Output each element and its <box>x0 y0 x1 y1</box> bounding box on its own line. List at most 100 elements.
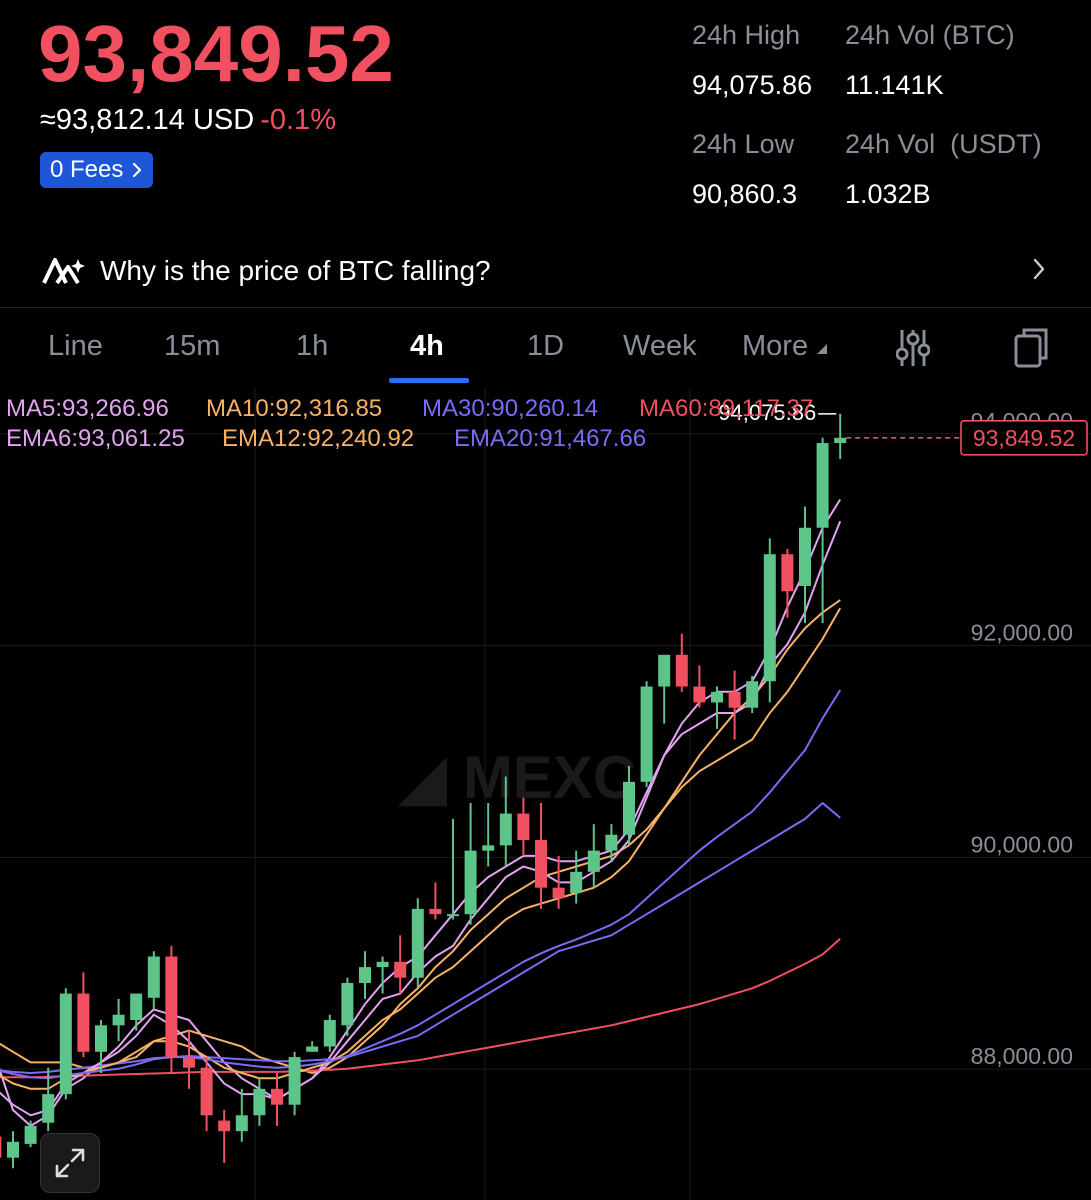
ma30-label: MA30:90,260.14 <box>422 395 599 422</box>
ma10-label: MA10:92,316.85 <box>206 395 383 422</box>
candle-body <box>288 1057 301 1105</box>
expand-icon <box>55 1148 85 1178</box>
indicator-line-ma10 <box>0 599 841 1074</box>
candle-body <box>570 871 583 893</box>
candle-body <box>464 850 477 915</box>
candle-body <box>781 554 794 592</box>
fees-label: 0 Fees <box>50 156 124 183</box>
tab-1h[interactable]: 1h <box>296 330 329 362</box>
price-insight-text: Why is the price of BTC falling? <box>100 255 491 286</box>
candle-body <box>587 850 600 872</box>
candle-body <box>323 1020 336 1047</box>
candle-body <box>200 1067 213 1116</box>
usd-price-line: ≈93,812.14 USD -0.1% <box>40 104 336 137</box>
candle-body <box>7 1141 19 1158</box>
candle-body <box>711 691 723 703</box>
low-24h-value: 90,860.3 <box>692 179 798 209</box>
candle-body <box>834 437 847 444</box>
watermark-text: ◢ MEXC <box>397 744 636 811</box>
y-tick-label: 90,000.00 <box>971 831 1073 857</box>
candle-body <box>482 845 495 851</box>
ma60-label: MA60:89,117.37 <box>639 395 814 422</box>
tab-1d[interactable]: 1D <box>527 330 565 362</box>
copy-icon[interactable] <box>1013 326 1051 370</box>
current-price-label: 93,849.52 <box>973 425 1075 451</box>
candle-body <box>447 914 459 917</box>
vol-usdt-value: 1.032B <box>845 179 931 209</box>
ema6-label: EMA6:93,061.25 <box>6 425 185 452</box>
vol-btc-value: 11.141K <box>845 70 944 100</box>
candle-body <box>728 691 741 708</box>
candle-body <box>165 956 178 1058</box>
candle-body <box>675 654 688 687</box>
tab-more[interactable]: More <box>742 330 828 363</box>
candle-body <box>394 961 407 978</box>
candle-body <box>235 1115 248 1132</box>
indicator-line-ma30 <box>0 802 841 1074</box>
ema12-label: EMA12:92,240.92 <box>222 425 415 452</box>
candle-body <box>253 1088 266 1116</box>
indicator-line-ma5 <box>0 498 842 1127</box>
candle-body <box>341 982 354 1026</box>
candle-body <box>693 686 706 703</box>
candle-body <box>95 1025 107 1052</box>
candle-body <box>112 1014 125 1026</box>
candle-body <box>359 967 371 983</box>
active-tab-indicator <box>389 378 469 383</box>
candle-body <box>0 1136 2 1158</box>
low-24h-label: 24h Low <box>692 129 795 159</box>
indicator-line-ma60 <box>0 938 841 1079</box>
ai-sparkle-icon <box>42 258 85 285</box>
candle-body <box>77 993 90 1052</box>
indicator-line-ema6 <box>0 520 842 1117</box>
last-price: 93,849.52 <box>38 9 394 98</box>
candle-body <box>658 654 671 687</box>
candle-body <box>59 993 72 1095</box>
usd-price: ≈93,812.14 USD <box>40 104 255 136</box>
candle-body <box>816 443 829 528</box>
y-tick-label: 88,000.00 <box>971 1043 1073 1069</box>
candle-body <box>42 1094 55 1123</box>
candle-body <box>535 840 547 888</box>
vol-usdt-label: 24h Vol (USDT) <box>845 129 1042 159</box>
price-insight-row[interactable]: Why is the price of BTC falling? <box>0 240 1091 302</box>
candle-body <box>499 813 512 846</box>
vol-btc-label: 24h Vol (BTC) <box>845 20 1015 50</box>
candle-body <box>552 887 565 899</box>
tab-4h[interactable]: 4h <box>410 330 444 362</box>
ma5-label: MA5:93,266.96 <box>6 395 169 422</box>
chevron-right-icon <box>133 162 142 178</box>
indicator-line-ema12 <box>0 607 842 1090</box>
candle-body <box>130 993 143 1021</box>
section-divider <box>0 307 1091 308</box>
candle-body <box>799 527 811 586</box>
max-price-label: 94,075.86 <box>718 400 816 425</box>
tab-more-label: More <box>742 330 809 362</box>
candle-body <box>376 961 389 968</box>
candle-body <box>411 908 424 978</box>
tab-line[interactable]: Line <box>48 330 103 362</box>
candle-body <box>147 956 160 998</box>
current-price-box <box>960 420 1088 456</box>
ema20-label: EMA20:91,467.66 <box>454 425 647 452</box>
candle-body <box>517 813 530 841</box>
candle-body <box>746 681 759 708</box>
tab-week[interactable]: Week <box>623 330 697 362</box>
expand-chart-button[interactable] <box>40 1133 100 1193</box>
chevron-right-icon <box>1033 258 1045 280</box>
candle-body <box>429 908 442 915</box>
y-tick-label: 92,000.00 <box>971 620 1073 646</box>
high-24h-value: 94,075.86 <box>692 70 813 100</box>
candle-body <box>640 686 653 782</box>
candle-body <box>183 1057 195 1068</box>
zero-fees-button[interactable]: 0 Fees <box>40 152 154 188</box>
candle-body <box>623 781 635 835</box>
candle-body <box>271 1088 283 1105</box>
tab-15m[interactable]: 15m <box>164 330 221 362</box>
candle-body <box>763 554 776 682</box>
indicator-settings-icon[interactable] <box>896 328 930 368</box>
change-percent: -0.1% <box>260 104 336 136</box>
caret-down-icon <box>817 344 828 354</box>
high-24h-label: 24h High <box>692 20 801 50</box>
